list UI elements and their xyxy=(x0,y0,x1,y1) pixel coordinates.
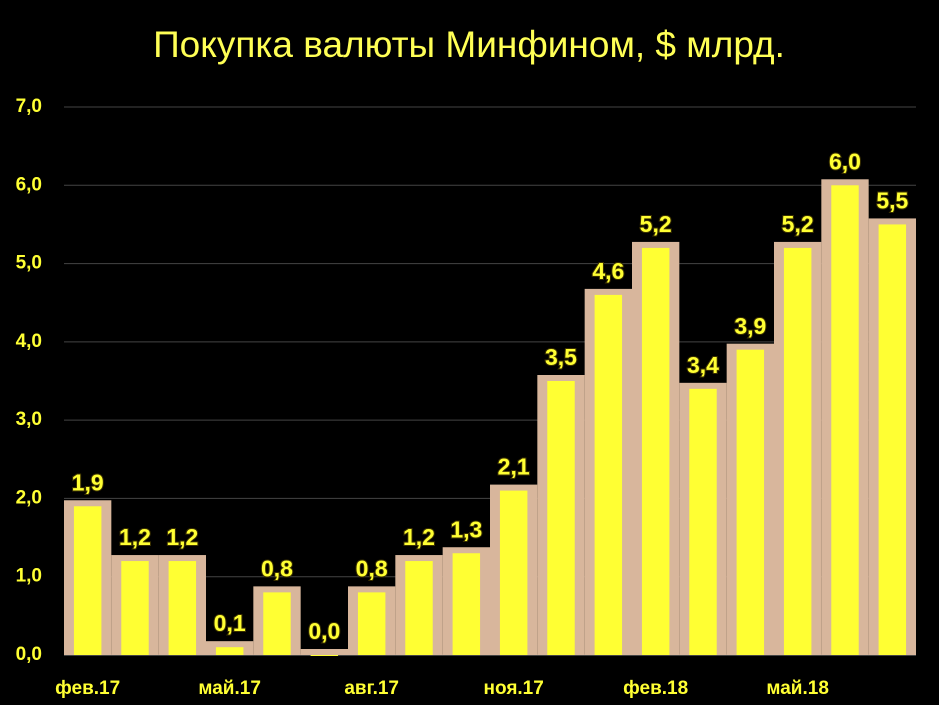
data-label: 6,0 xyxy=(829,148,861,174)
data-label: 1,2 xyxy=(166,524,198,550)
data-label: 4,6 xyxy=(592,258,624,284)
y-tick-label: 5,0 xyxy=(16,253,42,274)
y-tick-label: 7,0 xyxy=(16,96,42,117)
data-label: 0,1 xyxy=(214,610,246,636)
bar xyxy=(594,294,623,655)
bar xyxy=(547,381,575,655)
data-label: 5,5 xyxy=(876,188,908,214)
data-label: 5,2 xyxy=(782,211,814,237)
x-tick-label: ноя.17 xyxy=(483,678,543,699)
data-label: 3,4 xyxy=(687,352,719,378)
y-tick-label: 4,0 xyxy=(16,331,42,352)
data-label: 5,2 xyxy=(640,211,672,237)
bar xyxy=(831,185,859,656)
y-tick-label: 3,0 xyxy=(16,409,42,430)
x-tick-label: фев.18 xyxy=(623,678,688,699)
bar xyxy=(405,561,433,655)
data-label: 1,3 xyxy=(450,516,482,542)
y-tick-label: 0,0 xyxy=(16,644,42,665)
data-label: 1,9 xyxy=(72,469,104,495)
bar xyxy=(215,647,244,655)
y-tick-label: 2,0 xyxy=(16,487,42,508)
bar xyxy=(168,561,197,655)
bar xyxy=(121,561,149,655)
bar xyxy=(783,247,812,655)
data-label: 0,8 xyxy=(356,555,388,581)
data-label: 1,2 xyxy=(119,524,151,550)
x-tick-label: авг.17 xyxy=(344,678,399,699)
data-label: 3,5 xyxy=(545,344,577,370)
x-tick-label: фев.17 xyxy=(55,678,120,699)
y-tick-label: 1,0 xyxy=(16,566,42,587)
bar xyxy=(357,592,386,655)
data-label: 0,0 xyxy=(308,618,340,644)
y-tick-label: 6,0 xyxy=(16,174,42,195)
bar xyxy=(689,388,717,655)
bar xyxy=(452,553,481,655)
bar xyxy=(310,655,339,656)
bar xyxy=(73,506,102,655)
data-label: 1,2 xyxy=(403,524,435,550)
bar xyxy=(641,247,670,655)
bar xyxy=(499,490,528,655)
x-tick-label: май.17 xyxy=(198,678,260,699)
data-label: 3,9 xyxy=(734,313,766,339)
bar-glow xyxy=(300,649,348,655)
bar xyxy=(263,592,291,655)
bar xyxy=(736,349,765,655)
data-label: 2,1 xyxy=(498,454,530,480)
x-tick-label: май.18 xyxy=(766,678,828,699)
chart-title: Покупка валюты Минфином, $ млрд. xyxy=(153,24,785,65)
bar xyxy=(878,224,907,655)
data-label: 0,8 xyxy=(261,555,293,581)
